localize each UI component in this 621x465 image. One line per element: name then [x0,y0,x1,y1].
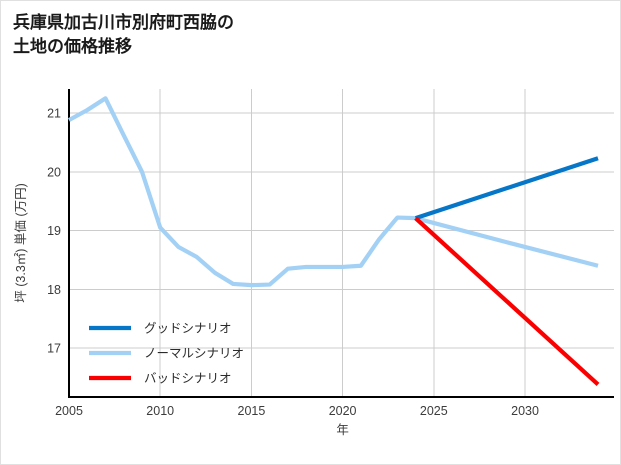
series-line-good [414,156,599,221]
legend-label: グッドシナリオ [144,322,232,336]
legend-label: ノーマルシナリオ [144,347,244,361]
x-axis-title: 年 [336,423,349,437]
x-tick-label: 2020 [329,404,357,418]
chart-title: 兵庫県加古川市別府町西脇の 土地の価格推移 [13,13,234,57]
y-tick-label: 21 [47,107,61,121]
y-tick-label: 17 [47,342,61,356]
series-line-normal [67,96,599,288]
y-tick-label: 19 [47,224,61,238]
y-tick-label: 18 [47,283,61,297]
series-lines-group [67,96,600,386]
x-tick-label: 2030 [511,404,539,418]
legend-label: バッドシナリオ [144,372,232,386]
y-axis-tick-labels: 17 18 19 20 21 [47,107,61,356]
x-tick-label: 2015 [238,404,266,418]
x-tick-label: 2005 [55,404,83,418]
x-axis-tick-labels: 2005 2010 2015 2020 2025 2030 [55,404,539,418]
y-tick-label: 20 [47,165,61,179]
y-axis-title: 坪 (3.3㎡) 単価 (万円) [14,183,28,302]
axes-group [67,89,614,399]
gridlines-group [68,89,614,397]
axis-titles-group: 年 坪 (3.3㎡) 単価 (万円) [14,183,349,437]
x-tick-label: 2025 [420,404,448,418]
series-line-bad [414,216,600,386]
x-tick-label: 2010 [146,404,174,418]
